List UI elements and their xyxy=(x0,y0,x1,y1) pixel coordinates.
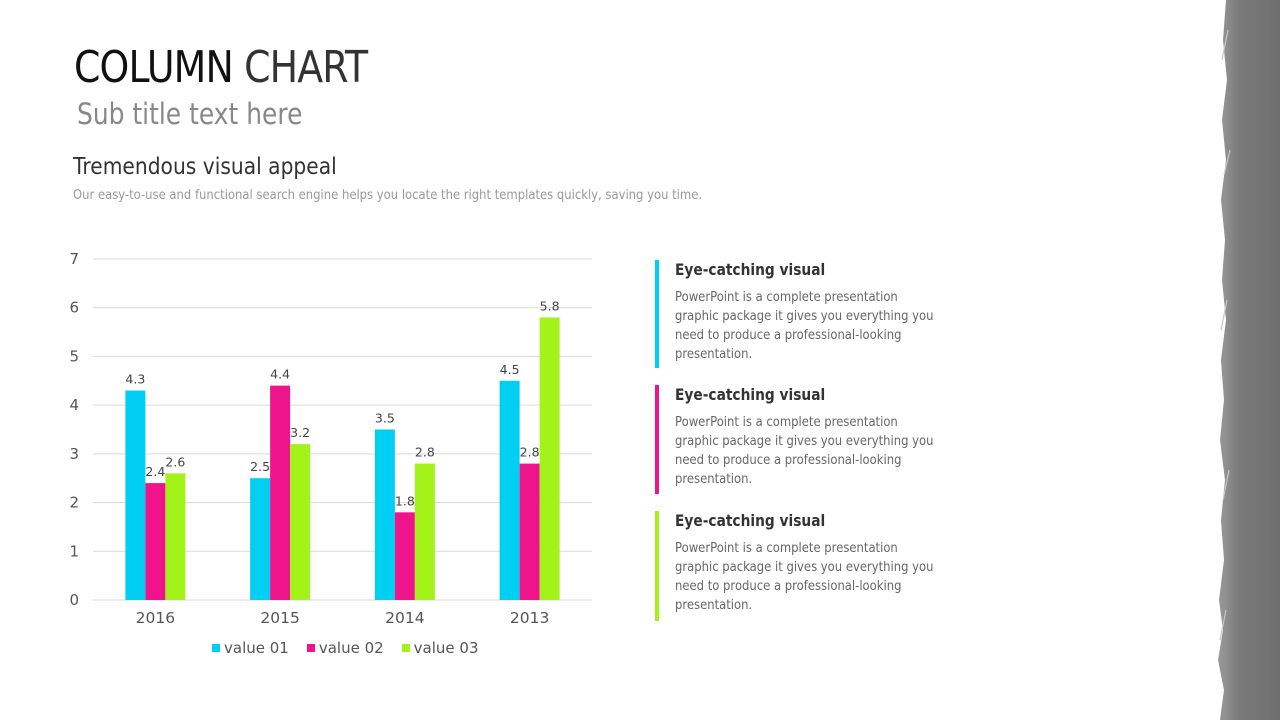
data-label: 1.8 xyxy=(395,493,415,508)
legend-item-series3: value 03 xyxy=(401,639,479,657)
legend-label-series3: value 03 xyxy=(413,639,479,657)
chart-legend: value 01 value 02 value 03 xyxy=(212,639,478,657)
bar xyxy=(250,478,271,600)
data-label: 2.8 xyxy=(415,445,435,460)
legend-label-series2: value 02 xyxy=(318,639,384,657)
bar xyxy=(270,385,291,600)
info-accent-bar-3 xyxy=(655,511,659,621)
column-chart: 0 1 2 3 4 5 6 7 4.3 2.42.6 2016 2.5 4.4 3.2 2015 3.5 1.8… xyxy=(69,250,592,627)
info-heading-2: Eye-catching visual xyxy=(675,385,826,404)
info-heading-3: Eye-catching visual xyxy=(675,511,826,530)
bar xyxy=(374,429,395,600)
bar xyxy=(499,380,520,600)
bar xyxy=(394,512,415,600)
legend-item-series1: value 01 xyxy=(212,639,289,657)
section-heading: Tremendous visual appeal xyxy=(73,154,337,180)
slide-subtitle: Sub title text here xyxy=(77,97,303,131)
legend-item-series2: value 02 xyxy=(306,639,384,657)
section-description: Our easy-to-use and functional search en… xyxy=(73,187,703,203)
brush-stroke-decoration xyxy=(1218,0,1280,720)
legend-swatch-series1 xyxy=(212,644,220,652)
x-tick-label: 2014 xyxy=(385,609,424,627)
bar xyxy=(125,390,146,600)
y-tick-label: 5 xyxy=(69,347,79,365)
legend-swatch-series2 xyxy=(306,644,315,652)
data-label: 3.2 xyxy=(290,425,310,440)
bar xyxy=(145,483,166,600)
info-body-3: PowerPoint is a complete presentation gr… xyxy=(675,540,934,613)
data-label: 2.4 xyxy=(145,464,165,479)
data-label: 2.8 xyxy=(520,445,540,460)
data-label: 5.8 xyxy=(540,298,560,313)
y-tick-label: 7 xyxy=(69,250,79,268)
data-label: 4.3 xyxy=(125,372,145,387)
x-tick-label: 2016 xyxy=(136,609,175,627)
info-heading-1: Eye-catching visual xyxy=(675,260,826,279)
title-bold: COLUMN xyxy=(74,42,234,93)
bar xyxy=(414,463,435,600)
x-tick-label: 2013 xyxy=(510,609,549,627)
bar xyxy=(539,317,560,600)
y-tick-label: 3 xyxy=(69,445,79,463)
bar xyxy=(290,444,311,600)
y-tick-label: 4 xyxy=(69,396,79,414)
info-body-1: PowerPoint is a complete presentation gr… xyxy=(675,289,934,362)
slide-title: COLUMN CHART xyxy=(74,42,368,93)
data-label: 4.5 xyxy=(500,362,520,377)
data-label: 3.5 xyxy=(375,411,395,426)
legend-swatch-series3 xyxy=(401,644,410,652)
x-tick-label: 2015 xyxy=(260,609,299,627)
data-label: 2.6 xyxy=(165,454,185,469)
y-tick-label: 2 xyxy=(69,494,79,512)
y-tick-label: 0 xyxy=(69,591,79,609)
title-light: CHART xyxy=(244,42,368,93)
info-body-2: PowerPoint is a complete presentation gr… xyxy=(675,414,934,487)
y-tick-label: 6 xyxy=(69,299,79,317)
data-label: 4.4 xyxy=(270,367,290,382)
bar xyxy=(165,473,186,600)
info-accent-bar-1 xyxy=(655,260,659,368)
bar xyxy=(519,463,540,600)
data-label: 2.5 xyxy=(250,459,270,474)
legend-label-series1: value 01 xyxy=(224,639,289,657)
info-accent-bar-2 xyxy=(655,385,659,494)
y-tick-label: 1 xyxy=(69,542,79,560)
